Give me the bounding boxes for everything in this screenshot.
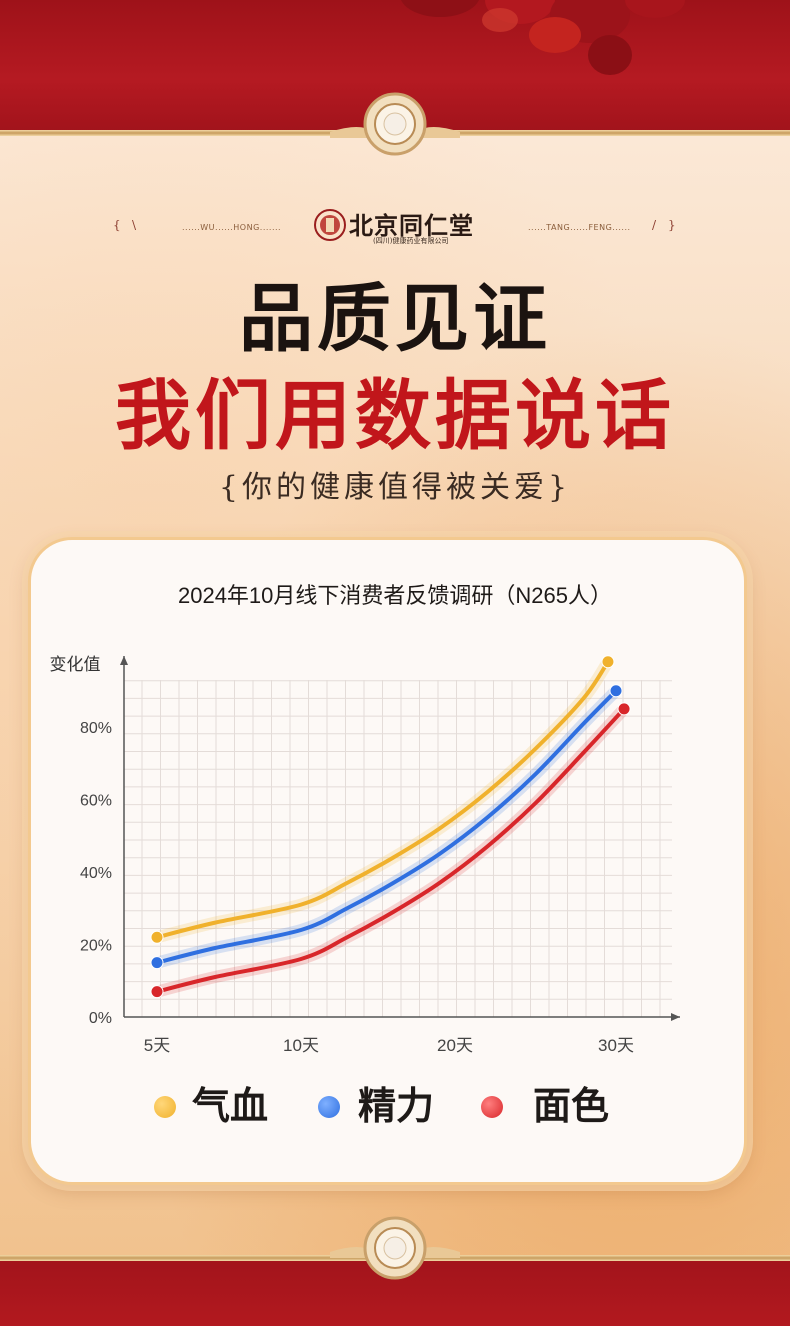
slash-right: / <box>652 218 657 232</box>
y-tick-label: 20% <box>80 938 112 955</box>
series-line-mianse <box>155 706 627 994</box>
x-axis-arrow-icon <box>671 1013 680 1021</box>
series-end-point-qixue <box>601 655 615 669</box>
y-tick-label: 40% <box>80 865 112 882</box>
legend-label-mianse: 面色 <box>533 1086 610 1128</box>
deco-text-left: ......WU......HONG....... <box>182 223 282 232</box>
legend-dot-qixue <box>154 1096 176 1118</box>
series-line-qixue <box>155 659 610 940</box>
bottom-medallion-ornament <box>330 1216 460 1280</box>
x-tick-label: 20天 <box>437 1036 473 1055</box>
chart-title: 2024年10月线下消费者反馈调研（N265人） <box>177 583 612 608</box>
bracket-left: { <box>113 218 121 232</box>
series-end-point-jingli <box>609 684 623 698</box>
y-tick-label: 60% <box>80 793 112 810</box>
y-axis-label: 变化值 <box>50 655 101 674</box>
slash-left: \ <box>132 218 137 232</box>
series-start-point-mianse <box>150 985 164 999</box>
x-tick-label: 30天 <box>598 1036 634 1055</box>
deco-text-right: ......TANG......FENG...... <box>528 223 631 232</box>
series-start-point-qixue <box>150 930 164 944</box>
chart-legend: 气血 精力 面色 <box>0 1082 790 1132</box>
legend-label-jingli: 精力 <box>358 1086 435 1128</box>
y-tick-label: 0% <box>89 1010 112 1027</box>
legend-label-qixue: 气血 <box>192 1086 269 1128</box>
headline-quality: 品质见证 <box>239 276 551 362</box>
legend-dot-jingli <box>318 1096 340 1118</box>
top-medallion-ornament <box>330 92 460 156</box>
x-tick-label: 10天 <box>283 1036 319 1055</box>
headline-tagline: {你的健康值得被关爱} <box>218 470 572 505</box>
x-tick-label: 5天 <box>144 1036 170 1055</box>
brand-subtitle: (四川)健康药业有限公司 <box>373 237 449 245</box>
headline-data: 我们用数据说话 <box>115 371 675 460</box>
chart-grid <box>124 680 672 1017</box>
series-line-jingli <box>155 688 618 965</box>
brand-name: 北京同仁堂 <box>349 211 474 240</box>
tongrentang-logo-icon <box>314 209 346 241</box>
y-axis-arrow-icon <box>120 656 128 665</box>
legend-dot-mianse <box>481 1096 503 1118</box>
series-end-point-mianse <box>617 702 631 716</box>
y-tick-label: 80% <box>80 720 112 737</box>
series-start-point-jingli <box>150 956 164 970</box>
bracket-right: } <box>668 218 676 232</box>
goji-berry-image <box>401 0 685 75</box>
